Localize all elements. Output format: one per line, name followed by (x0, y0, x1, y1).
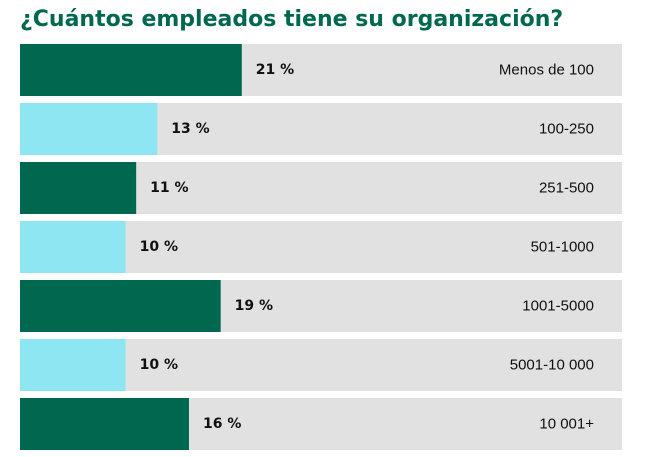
bar-category-label: 5001-10 000 (510, 357, 594, 374)
bar-row: 21 % Menos de 100 (20, 44, 622, 96)
bar-value-label: 19 % (235, 298, 273, 314)
bar-row: 13 % 100-250 (20, 103, 622, 155)
bar-value-label: 11 % (150, 180, 188, 196)
bar-category-label: Menos de 100 (499, 62, 594, 79)
bar-row: 10 % 5001-10 000 (20, 339, 622, 391)
bar-category-label: 100-250 (539, 121, 594, 138)
bar (20, 398, 189, 450)
bar (20, 221, 126, 273)
bar-category-label: 501-1000 (531, 239, 594, 256)
bar (20, 280, 221, 332)
bar-category-label: 251-500 (539, 180, 594, 197)
bar-row: 11 % 251-500 (20, 162, 622, 214)
bar-value-label: 16 % (203, 416, 241, 432)
bar (20, 339, 126, 391)
chart-title: ¿Cuántos empleados tiene su organización… (20, 7, 564, 32)
bar-row: 10 % 501-1000 (20, 221, 622, 273)
bar-category-label: 10 001+ (539, 416, 594, 433)
bar-value-label: 10 % (140, 357, 178, 373)
bar (20, 162, 137, 214)
bar-row: 16 % 10 001+ (20, 398, 622, 450)
bar-value-label: 21 % (256, 62, 294, 78)
bar-value-label: 10 % (140, 239, 178, 255)
bar-row: 19 % 1001-5000 (20, 280, 622, 332)
bar-value-label: 13 % (171, 121, 209, 137)
bar (20, 103, 158, 155)
bar-category-label: 1001-5000 (522, 298, 594, 315)
bar (20, 44, 242, 96)
